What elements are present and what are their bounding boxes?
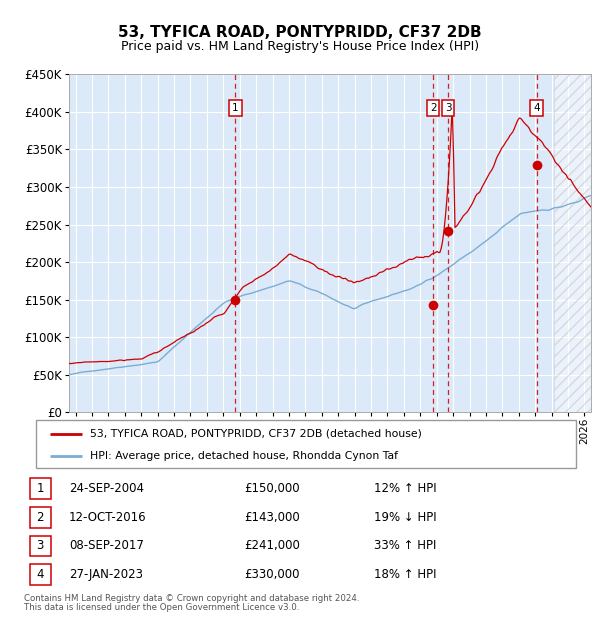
Text: £150,000: £150,000 [244, 482, 299, 495]
Text: 33% ↑ HPI: 33% ↑ HPI [374, 539, 436, 552]
Text: 18% ↑ HPI: 18% ↑ HPI [374, 568, 436, 581]
FancyBboxPatch shape [29, 507, 51, 528]
Text: 3: 3 [37, 539, 44, 552]
Text: 4: 4 [533, 103, 540, 113]
Text: £241,000: £241,000 [244, 539, 300, 552]
Text: 4: 4 [37, 568, 44, 581]
Text: Price paid vs. HM Land Registry's House Price Index (HPI): Price paid vs. HM Land Registry's House … [121, 40, 479, 53]
Text: 27-JAN-2023: 27-JAN-2023 [69, 568, 143, 581]
Text: This data is licensed under the Open Government Licence v3.0.: This data is licensed under the Open Gov… [24, 603, 299, 612]
FancyBboxPatch shape [29, 564, 51, 585]
FancyBboxPatch shape [29, 478, 51, 499]
Text: 2: 2 [430, 103, 437, 113]
Text: 12% ↑ HPI: 12% ↑ HPI [374, 482, 436, 495]
Text: 3: 3 [445, 103, 451, 113]
Bar [554, 74, 600, 412]
Text: 24-SEP-2004: 24-SEP-2004 [69, 482, 144, 495]
Text: HPI: Average price, detached house, Rhondda Cynon Taf: HPI: Average price, detached house, Rhon… [90, 451, 398, 461]
Text: 1: 1 [37, 482, 44, 495]
Text: £330,000: £330,000 [244, 568, 299, 581]
Text: 12-OCT-2016: 12-OCT-2016 [69, 511, 147, 524]
Text: £143,000: £143,000 [244, 511, 300, 524]
Text: 08-SEP-2017: 08-SEP-2017 [69, 539, 144, 552]
FancyBboxPatch shape [29, 536, 51, 556]
Text: 53, TYFICA ROAD, PONTYPRIDD, CF37 2DB (detached house): 53, TYFICA ROAD, PONTYPRIDD, CF37 2DB (d… [90, 428, 422, 439]
Text: 53, TYFICA ROAD, PONTYPRIDD, CF37 2DB: 53, TYFICA ROAD, PONTYPRIDD, CF37 2DB [118, 25, 482, 40]
Text: 1: 1 [232, 103, 239, 113]
Text: 19% ↓ HPI: 19% ↓ HPI [374, 511, 436, 524]
Text: 2: 2 [37, 511, 44, 524]
Text: Contains HM Land Registry data © Crown copyright and database right 2024.: Contains HM Land Registry data © Crown c… [24, 594, 359, 603]
